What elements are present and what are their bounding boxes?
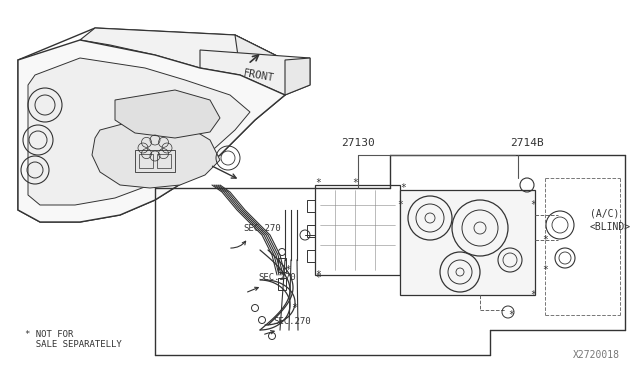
Bar bbox=[307, 250, 315, 262]
Text: *: * bbox=[315, 270, 321, 280]
Text: *: * bbox=[315, 273, 321, 283]
Text: *: * bbox=[397, 200, 403, 210]
Polygon shape bbox=[400, 190, 535, 295]
Polygon shape bbox=[18, 28, 285, 222]
Text: FRONT: FRONT bbox=[243, 68, 275, 83]
Text: *: * bbox=[530, 200, 536, 210]
Text: *: * bbox=[352, 178, 358, 188]
Polygon shape bbox=[92, 118, 220, 188]
Text: *: * bbox=[315, 178, 321, 188]
Bar bbox=[307, 200, 315, 212]
Text: *: * bbox=[508, 310, 514, 320]
Polygon shape bbox=[18, 40, 285, 222]
Bar bbox=[135, 150, 175, 172]
Text: SALE SEPARATELLY: SALE SEPARATELLY bbox=[25, 340, 122, 349]
Text: *: * bbox=[285, 265, 291, 275]
Text: 2714B: 2714B bbox=[510, 138, 544, 148]
Polygon shape bbox=[235, 35, 285, 95]
Text: 27130: 27130 bbox=[341, 138, 375, 148]
Polygon shape bbox=[28, 58, 250, 205]
Text: SEC.270: SEC.270 bbox=[273, 317, 310, 326]
Text: * NOT FOR: * NOT FOR bbox=[25, 330, 74, 339]
Polygon shape bbox=[80, 28, 285, 75]
Text: *: * bbox=[400, 183, 406, 193]
Text: *: * bbox=[542, 265, 548, 275]
Text: SEC.270: SEC.270 bbox=[258, 273, 296, 282]
Polygon shape bbox=[115, 90, 220, 138]
Bar bbox=[139, 154, 153, 168]
Polygon shape bbox=[285, 58, 310, 95]
Text: (A/C)
<BLIND>: (A/C) <BLIND> bbox=[590, 208, 631, 232]
Bar bbox=[157, 154, 171, 168]
Text: SEC.270: SEC.270 bbox=[243, 224, 280, 233]
Text: X2720018: X2720018 bbox=[573, 350, 620, 360]
Bar bbox=[278, 258, 286, 272]
Polygon shape bbox=[200, 50, 310, 95]
Text: *: * bbox=[292, 303, 298, 313]
Bar bbox=[278, 278, 286, 290]
Bar bbox=[315, 185, 400, 275]
Text: *: * bbox=[530, 290, 536, 300]
Bar bbox=[307, 225, 315, 237]
Text: *: * bbox=[542, 235, 548, 245]
